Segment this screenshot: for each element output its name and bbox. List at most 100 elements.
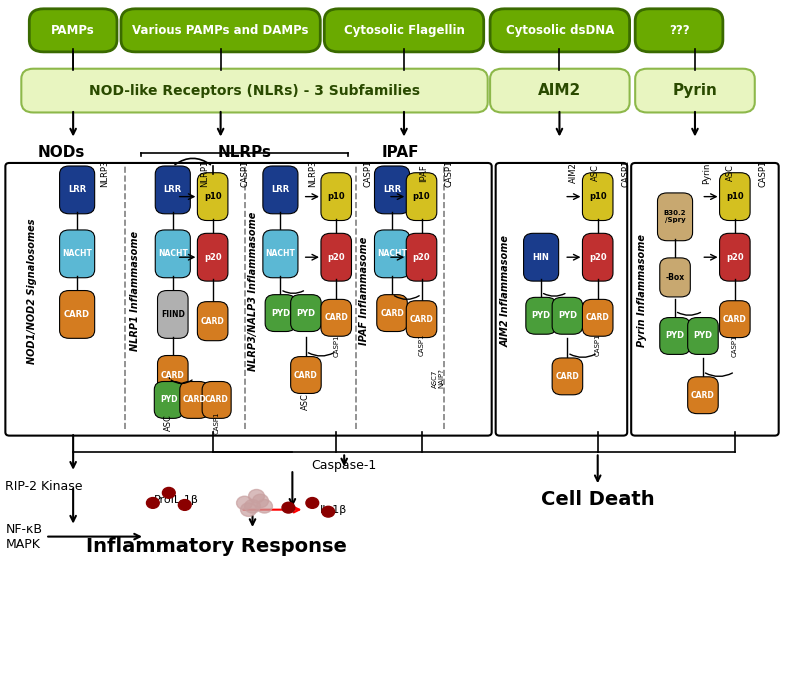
Text: LRR: LRR [383,185,401,195]
FancyBboxPatch shape [155,230,190,278]
FancyBboxPatch shape [635,9,723,52]
Text: ASC: ASC [164,414,174,431]
Text: ASC: ASC [591,165,600,181]
FancyBboxPatch shape [406,173,437,220]
FancyBboxPatch shape [158,291,188,338]
FancyBboxPatch shape [180,381,209,418]
Text: CASP1: CASP1 [334,335,339,358]
Text: PYD: PYD [296,308,315,318]
Text: NOD-like Receptors (NLRs) - 3 Subfamilies: NOD-like Receptors (NLRs) - 3 Subfamilie… [89,84,420,97]
Text: NLRP1 Inflammasome: NLRP1 Inflammasome [130,231,139,351]
Text: CASP1: CASP1 [594,333,601,356]
FancyBboxPatch shape [59,291,94,338]
FancyBboxPatch shape [158,356,188,395]
Text: -Box: -Box [666,273,685,282]
Text: Pyrin: Pyrin [673,83,718,98]
FancyBboxPatch shape [660,318,690,354]
Text: CASP1: CASP1 [214,412,220,434]
Text: NACHT: NACHT [62,249,92,258]
Text: NODs: NODs [38,145,85,160]
FancyBboxPatch shape [552,297,582,334]
Text: CARD: CARD [161,370,185,379]
FancyBboxPatch shape [719,233,750,281]
Circle shape [257,500,273,513]
Text: CARD: CARD [555,372,579,381]
FancyBboxPatch shape [59,230,94,278]
Text: p20: p20 [589,253,606,262]
FancyBboxPatch shape [526,297,556,334]
Text: LRR: LRR [68,185,86,195]
Text: NACHT: NACHT [158,249,188,258]
FancyBboxPatch shape [263,230,298,278]
Text: ASC7
NAIP?: ASC7 NAIP? [432,368,445,388]
Text: IPAF: IPAF [419,164,429,182]
FancyBboxPatch shape [30,9,117,52]
Text: p10: p10 [726,192,744,201]
Text: LRR: LRR [271,185,290,195]
FancyBboxPatch shape [406,301,437,337]
Text: CASP1: CASP1 [732,335,738,358]
Text: AIM2: AIM2 [569,163,578,183]
Circle shape [306,498,318,508]
FancyBboxPatch shape [374,166,410,214]
Text: PYD: PYD [558,311,577,320]
Text: ASC: ASC [302,393,310,410]
Text: PYD: PYD [160,395,178,404]
Text: ASC: ASC [726,165,735,181]
Text: p10: p10 [327,192,345,201]
Text: HIN: HIN [533,253,550,262]
FancyBboxPatch shape [582,173,613,220]
FancyBboxPatch shape [719,301,750,337]
FancyBboxPatch shape [22,69,488,112]
Text: NACHT: NACHT [377,249,407,258]
Circle shape [237,496,253,510]
Text: IL-1β: IL-1β [320,505,347,514]
Text: CARD: CARD [691,391,715,400]
Text: RIP-2 Kinase: RIP-2 Kinase [6,479,83,493]
FancyBboxPatch shape [377,295,407,331]
Text: p20: p20 [204,253,222,262]
Circle shape [249,489,265,503]
Text: NLRP3: NLRP3 [308,160,317,187]
Text: Pyrin: Pyrin [702,162,711,184]
Text: NLRP1: NLRP1 [200,160,209,187]
Text: FIIND: FIIND [161,310,185,319]
Text: Cytosolic dsDNA: Cytosolic dsDNA [506,24,614,37]
FancyBboxPatch shape [202,381,231,418]
Text: CARD: CARD [294,370,318,379]
Text: PYD: PYD [666,331,685,341]
FancyBboxPatch shape [324,9,484,52]
Text: p10: p10 [413,192,430,201]
Text: Cytosolic Flagellin: Cytosolic Flagellin [343,24,465,37]
Text: CARD: CARD [64,310,90,319]
Text: Various PAMPs and DAMPs: Various PAMPs and DAMPs [132,24,309,37]
FancyBboxPatch shape [582,299,613,336]
Text: NLRP3/NALP3 Inflammasome: NLRP3/NALP3 Inflammasome [247,211,258,370]
Circle shape [253,494,269,508]
Text: p20: p20 [327,253,345,262]
Text: CARD: CARD [324,313,348,322]
FancyBboxPatch shape [660,258,690,297]
FancyBboxPatch shape [582,233,613,281]
Circle shape [162,487,175,498]
Text: CASP1: CASP1 [758,160,767,187]
FancyBboxPatch shape [490,9,630,52]
Text: CARD: CARD [201,316,225,326]
Circle shape [146,498,159,508]
FancyBboxPatch shape [321,233,351,281]
Text: CARD: CARD [182,395,206,404]
Text: ???: ??? [669,24,690,37]
Text: CASP1: CASP1 [418,333,425,356]
FancyBboxPatch shape [59,166,94,214]
FancyBboxPatch shape [265,295,296,331]
FancyBboxPatch shape [658,193,693,241]
Text: Inflammatory Response: Inflammatory Response [86,537,347,556]
Text: p10: p10 [589,192,606,201]
FancyBboxPatch shape [198,301,228,341]
FancyBboxPatch shape [688,377,718,414]
Text: CARD: CARD [410,314,434,324]
Text: CARD: CARD [205,395,229,404]
FancyBboxPatch shape [263,166,298,214]
FancyBboxPatch shape [719,173,750,220]
Text: NOD1/NOD2 Signalosomes: NOD1/NOD2 Signalosomes [26,218,37,364]
